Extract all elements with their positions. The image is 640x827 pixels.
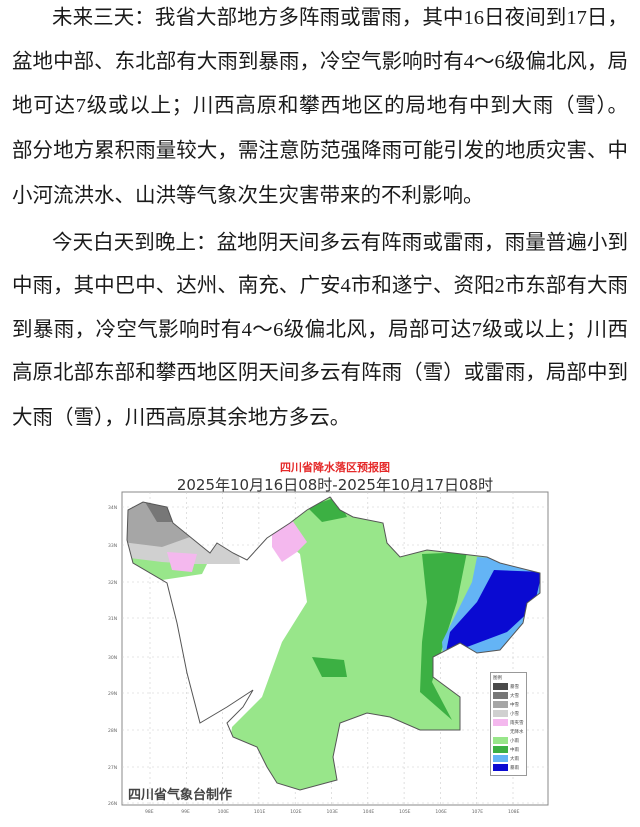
legend-swatch [493,692,508,699]
y-tick-label: 32N [108,580,117,586]
y-tick-label: 29N [108,691,117,697]
x-tick-label: 107E [472,809,484,815]
legend-swatch [493,683,508,690]
map-title: 四川省降水落区预报图 [280,461,390,474]
legend-label: 大雨 [510,756,519,762]
text-line: 部分地方累积雨量较大，需注意防范强降雨可能引发的地质灾害、中 [12,140,628,162]
legend-label: 无降水 [510,729,524,735]
x-tick-label: 105E [399,809,411,815]
legend-label: 小雪 [510,711,519,717]
legend-item: 雨夹雪 [493,718,524,727]
region-moderate-rain-c [312,657,347,677]
province-border [126,496,541,791]
legend-label: 中雨 [510,747,519,753]
x-tick-label: 101E [254,809,266,815]
text-line: 盆地中部、东北部有大雨到暴雨，冷空气影响时有4～6级偏北风，局 [12,51,628,73]
x-tick-label: 99E [181,809,190,815]
y-tick-label: 34N [108,505,117,511]
text-line: 大雨（雪），川西高原其余地方多云。 [12,407,351,429]
y-tick-label: 33N [108,543,117,549]
text-line: 今天白天到晚上：盆地阴天间多云有阵雨或雷雨，雨量普遍小到 [52,232,628,254]
legend-item: 大雪 [493,691,524,700]
region-rainstorm [444,570,540,662]
legend-label: 暴雪 [510,684,519,690]
x-tick-label: 98E [145,809,154,815]
x-tick-label: 103E [327,809,339,815]
text-line: 未来三天：我省大部地方多阵雨或雷雨，其中16日夜间到17日， [52,7,628,29]
legend-label: 小雨 [510,738,519,744]
region-sleet [272,520,307,562]
legend-swatch [493,728,508,735]
x-tick-label: 104E [363,809,375,815]
text-line: 到暴雨，冷空气影响时有4～6级偏北风，局部可达7级或以上；川西 [12,319,628,341]
text-line: 高原北部东部和攀西地区阴天间多云有阵雨（雪）或雷雨，局部中到 [12,362,628,384]
legend-swatch [493,746,508,753]
legend-label: 中雪 [510,702,519,708]
y-tick-label: 27N [108,765,117,771]
y-tick-label: 31N [108,616,117,622]
text-line: 中雨，其中巴中、达州、南充、广安4市和遂宁、资阳2市东部有大雨 [12,275,628,297]
x-tick-label: 108E [508,809,520,815]
legend-swatch [493,719,508,726]
legend-swatch [493,737,508,744]
legend-item: 无降水 [493,727,524,736]
legend-label: 暴雨 [510,765,519,771]
text-line: 小河流洪水、山洪等气象次生灾害带来的不利影响。 [12,185,484,207]
y-tick-label: 28N [108,728,117,734]
legend-label: 大雪 [510,693,519,699]
y-tick-label: 26N [108,801,117,807]
precipitation-forecast-map: 34N 33N 32N 31N 30N 29N 28N 27N 26N 98E 99E 100E 10… [108,491,549,815]
legend-swatch [493,755,508,762]
x-tick-label: 100E [218,809,230,815]
legend-swatch [493,710,508,717]
x-tick-label: 106E [435,809,447,815]
y-tick-label: 30N [108,655,117,661]
legend-swatch [493,701,508,708]
region-sleet-nw [167,552,197,572]
legend-item: 暴雪 [493,682,524,691]
map-credit: 四川省气象台制作 [128,788,233,803]
legend-item: 中雨 [493,745,524,754]
region-moderate-rain [420,552,467,720]
legend-item: 小雪 [493,709,524,718]
text-line: 地可达7级或以上；川西高原和攀西地区的局地有中到大雨（雪）。 [12,95,628,117]
legend-title: 图例 [493,676,502,681]
legend-item: 暴雨 [493,763,524,772]
legend-item: 大雨 [493,754,524,763]
map-subtitle: 2025年10月16日08时-2025年10月17日08时 [176,476,494,494]
x-tick-label: 102E [290,809,302,815]
legend-item: 中雪 [493,700,524,709]
legend-label: 雨夹雪 [510,720,524,726]
map-legend: 图例 暴雪大雪中雪小雪雨夹雪无降水小雨中雨大雨暴雨 [490,672,527,776]
legend-item: 小雨 [493,736,524,745]
legend-swatch [493,764,508,771]
